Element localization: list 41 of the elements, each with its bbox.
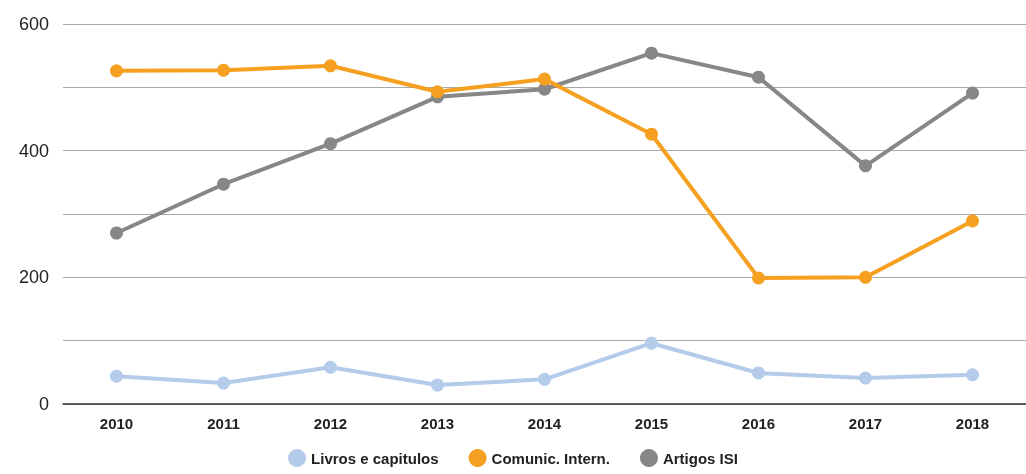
point [645,46,658,60]
legend-label: Comunic. Intern. [491,449,610,467]
point [859,270,872,284]
point [859,371,872,385]
legend-label: Livros e capitulos [311,449,439,467]
x-tick-label: 2013 [420,415,455,432]
y-tick-label: 400 [18,140,49,161]
x-tick-label: 2011 [207,415,240,432]
point [859,159,872,173]
point [645,127,658,141]
x-tick-label: 2010 [99,415,134,432]
point [110,226,123,240]
x-tick-label: 2012 [313,415,348,432]
point [966,368,979,382]
x-tick-label: 2016 [741,415,776,432]
point [324,137,337,151]
point [966,86,979,100]
point [217,63,230,77]
y-tick-label: 0 [38,394,49,414]
x-tick-label: 2015 [634,415,669,432]
x-tick-label: 2018 [955,415,990,432]
point [752,271,765,285]
point [324,360,337,374]
x-tick-label: 2017 [848,415,883,432]
point [752,70,765,84]
y-tick-label: 200 [18,267,49,288]
point [538,72,551,86]
legend-label: Artigos ISI [662,449,738,467]
point [110,369,123,383]
point [752,366,765,380]
point [431,378,444,392]
point [217,177,230,191]
point [645,336,658,350]
y-tick-label: 600 [18,14,49,34]
point [110,64,123,78]
point [324,59,337,73]
point [538,372,551,386]
point [966,214,979,228]
point [217,376,230,390]
point [431,85,444,99]
x-tick-label: 2014 [527,415,562,432]
